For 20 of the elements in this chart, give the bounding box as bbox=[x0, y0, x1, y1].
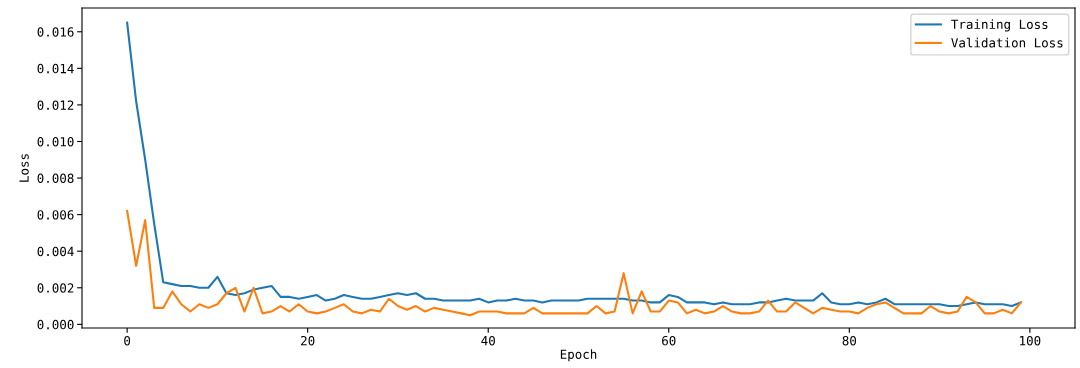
x-tick-label: 100 bbox=[1020, 335, 1041, 346]
y-tick-label: 0.002 bbox=[37, 283, 74, 293]
y-axis-title: Loss bbox=[19, 154, 29, 182]
x-tick-label: 0 bbox=[124, 335, 131, 346]
line-series bbox=[126, 209, 1022, 317]
y-tick-label: 0.006 bbox=[37, 210, 74, 220]
y-tick-label: 0.012 bbox=[37, 100, 74, 110]
y-tick-label: 0.004 bbox=[37, 246, 74, 257]
y-tick-label: 0.014 bbox=[37, 63, 74, 74]
y-tick-label: 0.000 bbox=[37, 319, 74, 330]
x-axis-title: Epoch bbox=[560, 349, 597, 362]
x-tick-label: 20 bbox=[301, 335, 315, 346]
y-tick-label: 0.010 bbox=[37, 136, 74, 147]
x-tick-label: 60 bbox=[662, 335, 676, 346]
legend-label: Validation Loss bbox=[951, 37, 1063, 48]
y-tick-label: 0.016 bbox=[37, 27, 74, 37]
y-tick-label: 0.008 bbox=[37, 173, 74, 184]
legend-label: Training Loss bbox=[951, 19, 1048, 32]
x-tick-label: 40 bbox=[481, 335, 495, 346]
x-tick-label: 80 bbox=[842, 335, 857, 346]
